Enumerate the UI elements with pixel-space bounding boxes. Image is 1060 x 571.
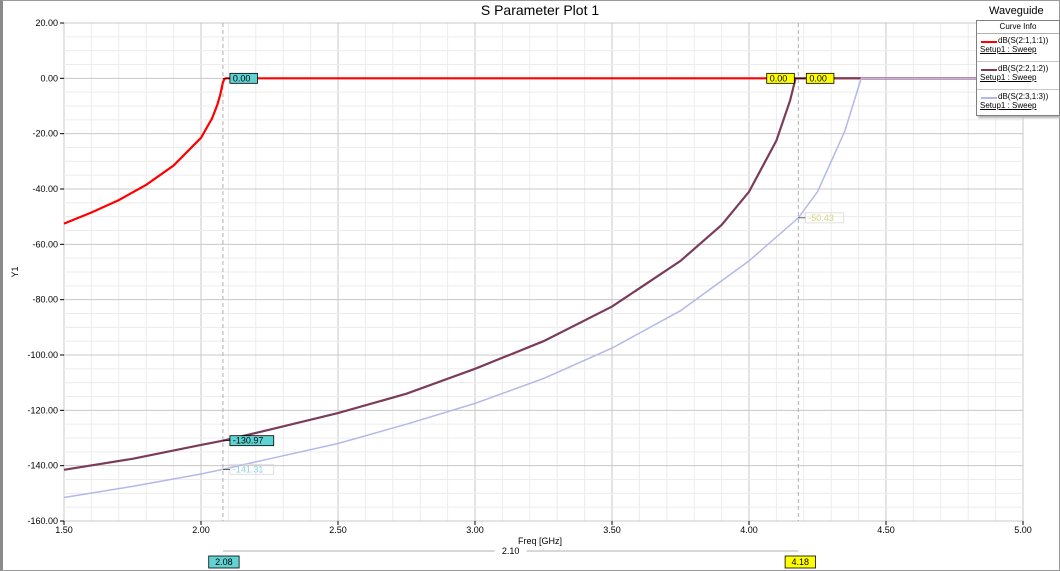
legend-series-name: dB(S(2:2,1:2))	[998, 64, 1049, 73]
legend-swatch-2	[981, 69, 997, 71]
marker-value-label: -141.31	[233, 464, 264, 474]
y-tick-label: -160.00	[27, 516, 58, 526]
y-tick-label: -120.00	[27, 405, 58, 415]
y-tick-label: -60.00	[32, 239, 58, 249]
legend-swatch-1	[981, 41, 997, 43]
project-name: Waveguide	[989, 5, 1044, 17]
marker-value-box[interactable]	[766, 72, 795, 84]
x-tick-label: 5.00	[1014, 525, 1032, 535]
x-tick-label: 3.50	[603, 525, 621, 535]
x-tick-label: 3.00	[466, 525, 484, 535]
y-tick-label: -100.00	[27, 350, 58, 360]
legend-setup-name: Setup1 : Sweep	[980, 101, 1037, 110]
marker-value-label: 0.00	[770, 73, 788, 83]
series-line-3[interactable]	[63, 77, 1023, 499]
y-tick-label: 20.00	[35, 18, 58, 28]
marker-x-label: 2.08	[215, 557, 233, 567]
y-tick-label: -20.00	[32, 129, 58, 139]
legend-setup-name: Setup1 : Sweep	[980, 73, 1037, 82]
legend-series-name: dB(S(2:3,1:3))	[998, 92, 1049, 101]
marker-value-label: -50.43	[808, 213, 834, 223]
y-axis-label: Y1	[10, 266, 20, 277]
x-tick-label: 4.00	[740, 525, 758, 535]
series-line-1[interactable]	[63, 77, 1023, 225]
x-tick-label: 2.00	[192, 525, 210, 535]
y-tick-label: -80.00	[32, 295, 58, 305]
y-tick-label: -40.00	[32, 184, 58, 194]
legend-setup-name: Setup1 : Sweep	[980, 45, 1037, 54]
marker-value-label: 0.00	[233, 73, 251, 83]
legend-swatch-3	[981, 97, 997, 99]
y-tick-label: 0.00	[40, 73, 58, 83]
x-tick-label: 2.50	[329, 525, 347, 535]
legend-entry[interactable]: dB(S(2:1,1:1)) Setup1 : Sweep	[977, 34, 1059, 62]
legend[interactable]: Curve Info dB(S(2:1,1:1)) Setup1 : Sweep…	[976, 20, 1060, 116]
legend-entry[interactable]: dB(S(2:2,1:2)) Setup1 : Sweep	[977, 62, 1059, 90]
marker-x-label: 4.18	[792, 557, 810, 567]
marker-value-label: -130.97	[233, 436, 264, 446]
delta-label: 2.10	[502, 546, 520, 556]
marker-x-box[interactable]	[208, 555, 240, 569]
legend-series-name: dB(S(2:1,1:1))	[998, 36, 1049, 45]
x-axis-label: Freq [GHz]	[518, 536, 562, 546]
marker-x-box[interactable]	[784, 555, 816, 569]
x-tick-label: 1.50	[55, 525, 73, 535]
legend-title: Curve Info	[977, 21, 1059, 34]
marker-value-label: 0.00	[809, 73, 827, 83]
delta-label-bg	[494, 545, 527, 556]
chart-title: S Parameter Plot 1	[481, 2, 599, 18]
series-line-2[interactable]	[63, 77, 1023, 471]
y-tick-label: -140.00	[27, 461, 58, 471]
legend-entry[interactable]: dB(S(2:3,1:3)) Setup1 : Sweep	[977, 90, 1059, 115]
x-tick-label: 4.50	[877, 525, 895, 535]
